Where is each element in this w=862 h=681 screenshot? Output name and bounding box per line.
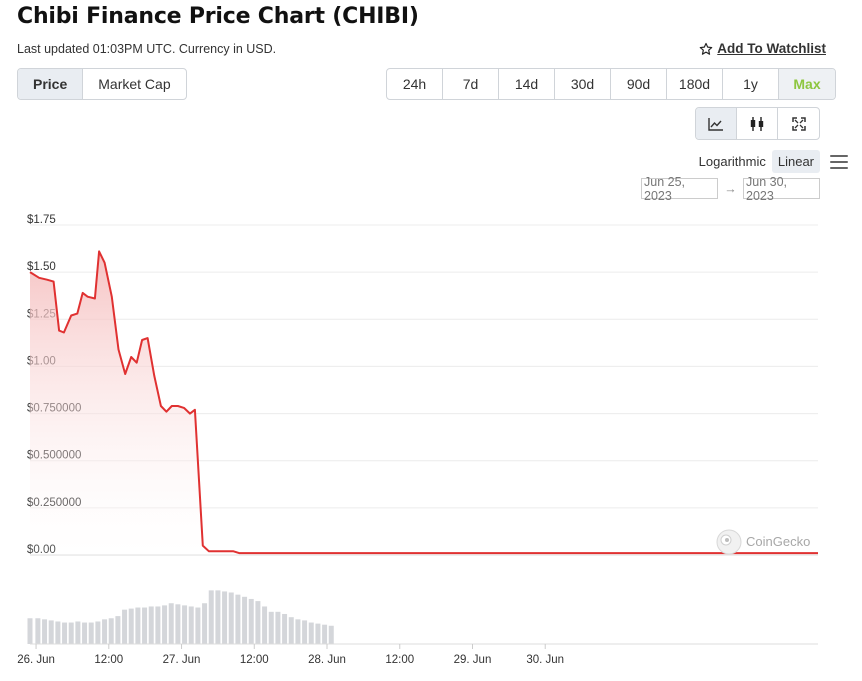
line-chart-icon bbox=[708, 117, 723, 131]
volume-bar bbox=[248, 598, 254, 644]
range-30d[interactable]: 30d bbox=[555, 69, 611, 99]
volume-bar bbox=[322, 624, 328, 644]
volume-bar bbox=[168, 603, 174, 644]
star-icon bbox=[699, 42, 713, 55]
volume-bar bbox=[215, 590, 221, 644]
y-tick-label: $1.50 bbox=[27, 261, 56, 273]
volume-bar bbox=[108, 618, 114, 644]
volume-bar bbox=[202, 603, 208, 644]
volume-bar bbox=[222, 591, 228, 644]
page-title: Chibi Finance Price Chart (CHIBI) bbox=[17, 4, 419, 29]
volume-bar bbox=[282, 613, 288, 644]
candlestick-icon bbox=[750, 116, 764, 131]
range-180d[interactable]: 180d bbox=[667, 69, 723, 99]
volume-bar bbox=[95, 621, 101, 644]
volume-bar bbox=[48, 620, 54, 644]
volume-bar bbox=[268, 611, 274, 644]
scale-toggle: Logarithmic Linear bbox=[693, 150, 848, 173]
range-1y[interactable]: 1y bbox=[723, 69, 779, 99]
range-max[interactable]: Max bbox=[779, 69, 835, 99]
volume-bar bbox=[315, 623, 321, 644]
fullscreen-button[interactable] bbox=[778, 108, 819, 139]
volume-bar bbox=[262, 606, 268, 644]
volume-bar bbox=[275, 611, 281, 644]
volume-bar bbox=[295, 619, 301, 644]
x-tick-label: 30. Jun bbox=[526, 654, 564, 666]
range-90d[interactable]: 90d bbox=[611, 69, 667, 99]
time-range-toggle: 24h 7d 14d 30d 90d 180d 1y Max bbox=[386, 68, 836, 100]
x-tick-label: 12:00 bbox=[94, 654, 123, 666]
volume-bar bbox=[68, 622, 74, 644]
chart-type-toggle bbox=[695, 107, 820, 140]
x-tick-label: 12:00 bbox=[385, 654, 414, 666]
watermark-text: CoinGecko bbox=[746, 534, 810, 549]
volume-bar bbox=[175, 604, 181, 644]
volume-bar bbox=[162, 605, 168, 644]
volume-bar bbox=[88, 622, 94, 644]
volume-bar bbox=[122, 609, 128, 644]
volume-bar bbox=[148, 606, 154, 644]
range-24h[interactable]: 24h bbox=[387, 69, 443, 99]
volume-bar bbox=[155, 606, 161, 644]
price-line bbox=[29, 250, 818, 555]
volume-bar bbox=[255, 601, 261, 644]
watchlist-label: Add To Watchlist bbox=[717, 41, 826, 56]
volume-bar bbox=[302, 620, 308, 644]
volume-bar bbox=[235, 594, 241, 644]
volume-bar bbox=[42, 619, 48, 644]
arrow-right-icon: → bbox=[724, 181, 737, 196]
x-tick-label: 27. Jun bbox=[163, 654, 201, 666]
logarithmic-option[interactable]: Logarithmic bbox=[698, 154, 766, 169]
last-updated-text: Last updated 01:03PM UTC. Currency in US… bbox=[17, 42, 277, 56]
x-tick-label: 12:00 bbox=[240, 654, 269, 666]
volume-bar bbox=[328, 625, 334, 644]
tab-market-cap[interactable]: Market Cap bbox=[98, 76, 171, 92]
volume-bar bbox=[35, 618, 41, 644]
add-to-watchlist-link[interactable]: Add To Watchlist bbox=[699, 41, 826, 56]
volume-bar bbox=[188, 606, 194, 644]
volume-bar bbox=[115, 616, 121, 644]
coingecko-watermark: CoinGecko bbox=[716, 529, 810, 555]
volume-bar bbox=[228, 592, 234, 644]
x-tick-label: 29. Jun bbox=[454, 654, 492, 666]
y-tick-label: $1.75 bbox=[27, 214, 56, 226]
volume-bar bbox=[128, 608, 134, 644]
volume-bar bbox=[195, 607, 201, 644]
volume-bar bbox=[135, 607, 141, 644]
fullscreen-icon bbox=[791, 116, 806, 131]
volume-bar bbox=[288, 617, 294, 644]
range-7d[interactable]: 7d bbox=[443, 69, 499, 99]
linear-option[interactable]: Linear bbox=[771, 150, 820, 173]
metric-toggle: Price Market Cap bbox=[17, 68, 187, 100]
volume-bar bbox=[242, 596, 248, 644]
x-tick-label: 28. Jun bbox=[308, 654, 346, 666]
volume-bar bbox=[208, 590, 214, 644]
line-chart-button[interactable] bbox=[696, 108, 737, 139]
volume-bar bbox=[62, 622, 68, 644]
x-tick-label: 26. Jun bbox=[17, 654, 55, 666]
tab-price[interactable]: Price bbox=[18, 69, 84, 99]
price-area-fill bbox=[30, 251, 818, 555]
volume-bar bbox=[55, 621, 61, 644]
volume-bar bbox=[142, 607, 148, 644]
volume-bar bbox=[308, 622, 314, 644]
range-14d[interactable]: 14d bbox=[499, 69, 555, 99]
volume-bar bbox=[102, 619, 108, 644]
candlestick-chart-button[interactable] bbox=[737, 108, 778, 139]
hamburger-menu-icon[interactable] bbox=[830, 154, 848, 169]
volume-bar bbox=[75, 621, 81, 644]
volume-bar bbox=[182, 605, 188, 644]
volume-bar bbox=[27, 618, 33, 644]
volume-bar bbox=[82, 622, 88, 644]
